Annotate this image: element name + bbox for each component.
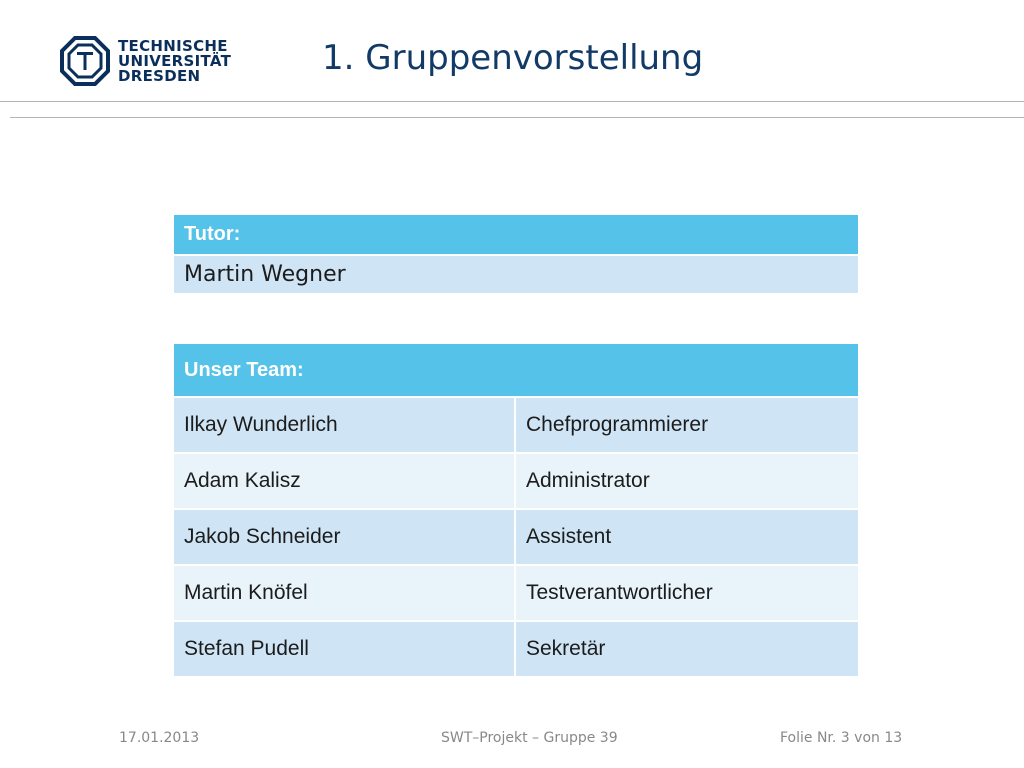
tutor-header-row: Tutor: [174,215,858,254]
team-header-cell: Unser Team: [174,344,858,396]
member-role-cell: Administrator [516,454,858,508]
header-divider-bottom [10,117,1024,118]
logo-line-3: DRESDEN [118,66,201,85]
tutor-name-cell: Martin Wegner [174,256,858,293]
logo-line-1: TECHNISCHE [118,36,228,55]
footer-date: 17.01.2013 [119,730,200,746]
team-member-row: Jakob Schneider Assistent [174,510,858,564]
member-name-cell: Martin Knöfel [174,566,514,620]
team-member-row: Ilkay Wunderlich Chefprogrammierer [174,398,858,452]
member-name-cell: Jakob Schneider [174,510,514,564]
member-name-cell: Ilkay Wunderlich [174,398,514,452]
team-header-row: Unser Team: [174,344,858,396]
team-table: Unser Team: Ilkay Wunderlich Chefprogram… [172,342,860,678]
member-name-cell: Adam Kalisz [174,454,514,508]
team-member-row: Adam Kalisz Administrator [174,454,858,508]
header-divider-top [0,101,1024,102]
member-role-cell: Testverantwortlicher [516,566,858,620]
tutor-name-row: Martin Wegner [174,256,858,293]
team-member-row: Martin Knöfel Testverantwortlicher [174,566,858,620]
slide-title: 1. Gruppenvorstellung [322,38,704,78]
logo-wordmark: TECHNISCHE UNIVERSITÄT DRESDEN [118,36,232,85]
tutor-table: Tutor: Martin Wegner [172,213,860,295]
member-role-cell: Assistent [516,510,858,564]
member-role-cell: Chefprogrammierer [516,398,858,452]
footer-project: SWT–Projekt – Gruppe 39 [441,730,618,746]
member-name-cell: Stefan Pudell [174,622,514,676]
logo-line-2: UNIVERSITÄT [118,51,232,70]
team-member-row: Stefan Pudell Sekretär [174,622,858,676]
member-role-cell: Sekretär [516,622,858,676]
tu-dresden-emblem-icon [60,36,110,86]
footer-page-number: Folie Nr. 3 von 13 [780,730,903,746]
tu-dresden-logo: TECHNISCHE UNIVERSITÄT DRESDEN [60,36,231,86]
tutor-header-cell: Tutor: [174,215,858,254]
